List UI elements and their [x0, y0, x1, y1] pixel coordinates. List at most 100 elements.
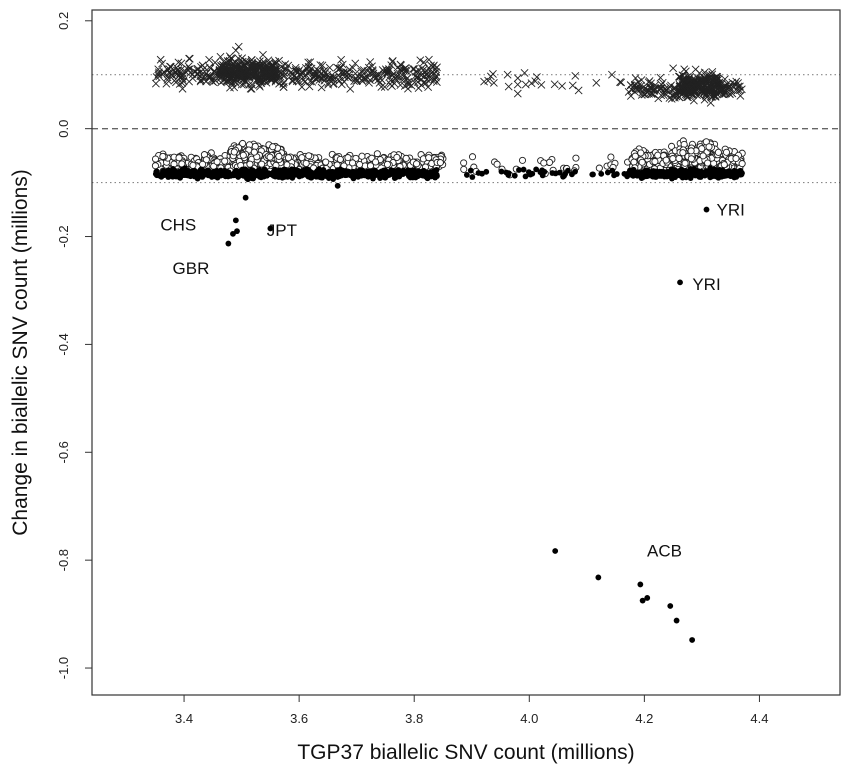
x-marker	[715, 78, 724, 87]
open-circle-marker	[239, 151, 247, 159]
x-marker	[658, 78, 667, 87]
x-marker	[159, 68, 168, 76]
y-axis-title: Change in biallelic SNV count (millions)	[9, 169, 32, 536]
x-marker	[418, 64, 426, 73]
x-marker	[162, 79, 171, 88]
x-marker	[680, 75, 689, 84]
x-marker	[152, 73, 161, 82]
filled-circle-marker	[642, 168, 649, 175]
open-circle-marker	[595, 164, 603, 172]
x-marker	[709, 92, 718, 100]
filled-circle-marker	[281, 174, 288, 180]
open-circle-marker	[246, 160, 254, 168]
series-x-markers	[151, 42, 746, 107]
y-tick-label: -0.8	[56, 549, 71, 571]
filled-circle-marker	[682, 171, 689, 178]
x-marker	[702, 78, 711, 87]
x-marker	[633, 85, 642, 94]
x-marker	[489, 78, 498, 87]
open-circle-marker	[545, 158, 554, 166]
x-marker	[304, 62, 313, 71]
x-marker	[305, 82, 314, 91]
open-circle-marker	[460, 165, 468, 173]
x-marker	[338, 60, 347, 69]
open-circle-marker	[698, 145, 706, 153]
filled-circle-marker	[689, 637, 696, 643]
x-marker	[352, 77, 361, 85]
open-circle-marker	[714, 148, 722, 156]
x-marker	[241, 61, 250, 69]
x-marker	[250, 69, 259, 77]
x-marker	[351, 74, 360, 83]
x-marker	[708, 70, 717, 79]
x-marker	[419, 66, 428, 75]
x-marker	[680, 87, 688, 95]
open-circle-marker	[199, 160, 207, 168]
x-marker	[702, 90, 710, 99]
x-marker	[424, 83, 433, 91]
filled-circle-marker	[719, 170, 725, 177]
x-marker	[630, 80, 639, 89]
x-marker	[186, 69, 195, 77]
filled-circle-marker	[662, 171, 669, 178]
x-marker	[427, 61, 435, 70]
x-marker	[208, 77, 217, 86]
x-marker	[388, 82, 396, 91]
x-marker	[504, 82, 513, 91]
filled-circle-marker	[309, 170, 316, 177]
x-marker	[175, 80, 184, 88]
x-marker	[227, 70, 236, 79]
x-marker	[410, 78, 419, 87]
x-marker	[224, 74, 233, 83]
open-circle-marker	[720, 161, 728, 169]
x-marker	[521, 80, 530, 89]
open-circle-marker	[679, 149, 687, 157]
filled-circle-marker	[498, 168, 505, 175]
x-marker	[631, 74, 640, 83]
x-marker	[197, 63, 205, 71]
x-marker	[366, 68, 375, 77]
x-tick-label: 3.6	[290, 711, 308, 726]
x-marker	[389, 69, 398, 78]
open-circle-marker	[258, 160, 266, 168]
x-marker	[401, 64, 409, 73]
x-marker	[432, 68, 441, 77]
x-tick-label: 4.0	[520, 711, 538, 726]
open-circle-marker	[425, 154, 433, 162]
open-circle-marker	[230, 148, 238, 156]
x-marker	[348, 63, 357, 72]
x-marker	[177, 72, 186, 81]
x-marker	[691, 65, 700, 74]
x-marker	[691, 85, 700, 94]
x-marker	[172, 63, 181, 72]
filled-circle-marker	[373, 172, 379, 178]
x-marker	[393, 63, 402, 72]
open-circle-marker	[669, 155, 677, 163]
x-marker	[419, 58, 428, 67]
x-tick-label: 4.2	[635, 711, 653, 726]
x-marker	[646, 83, 655, 91]
x-marker	[683, 93, 691, 101]
x-marker	[417, 71, 426, 80]
x-marker	[299, 76, 308, 85]
x-marker	[713, 74, 722, 83]
x-marker	[279, 79, 288, 88]
annotation-label: GBR	[173, 259, 210, 278]
filled-circle-marker	[362, 171, 369, 177]
open-circle-marker	[275, 152, 283, 160]
x-marker	[326, 74, 335, 82]
reference-lines	[92, 74, 840, 184]
x-marker	[247, 55, 256, 64]
x-marker	[188, 70, 197, 79]
x-marker	[358, 66, 367, 75]
x-marker	[662, 85, 671, 94]
filled-circle-marker	[562, 171, 568, 177]
filled-circle-marker	[389, 171, 396, 177]
x-marker	[711, 91, 720, 100]
x-marker	[568, 81, 577, 90]
filled-circle-marker	[650, 168, 657, 174]
x-marker	[637, 76, 646, 84]
open-circle-marker	[356, 160, 364, 169]
x-marker	[333, 63, 342, 72]
filled-circle-marker	[242, 194, 249, 201]
